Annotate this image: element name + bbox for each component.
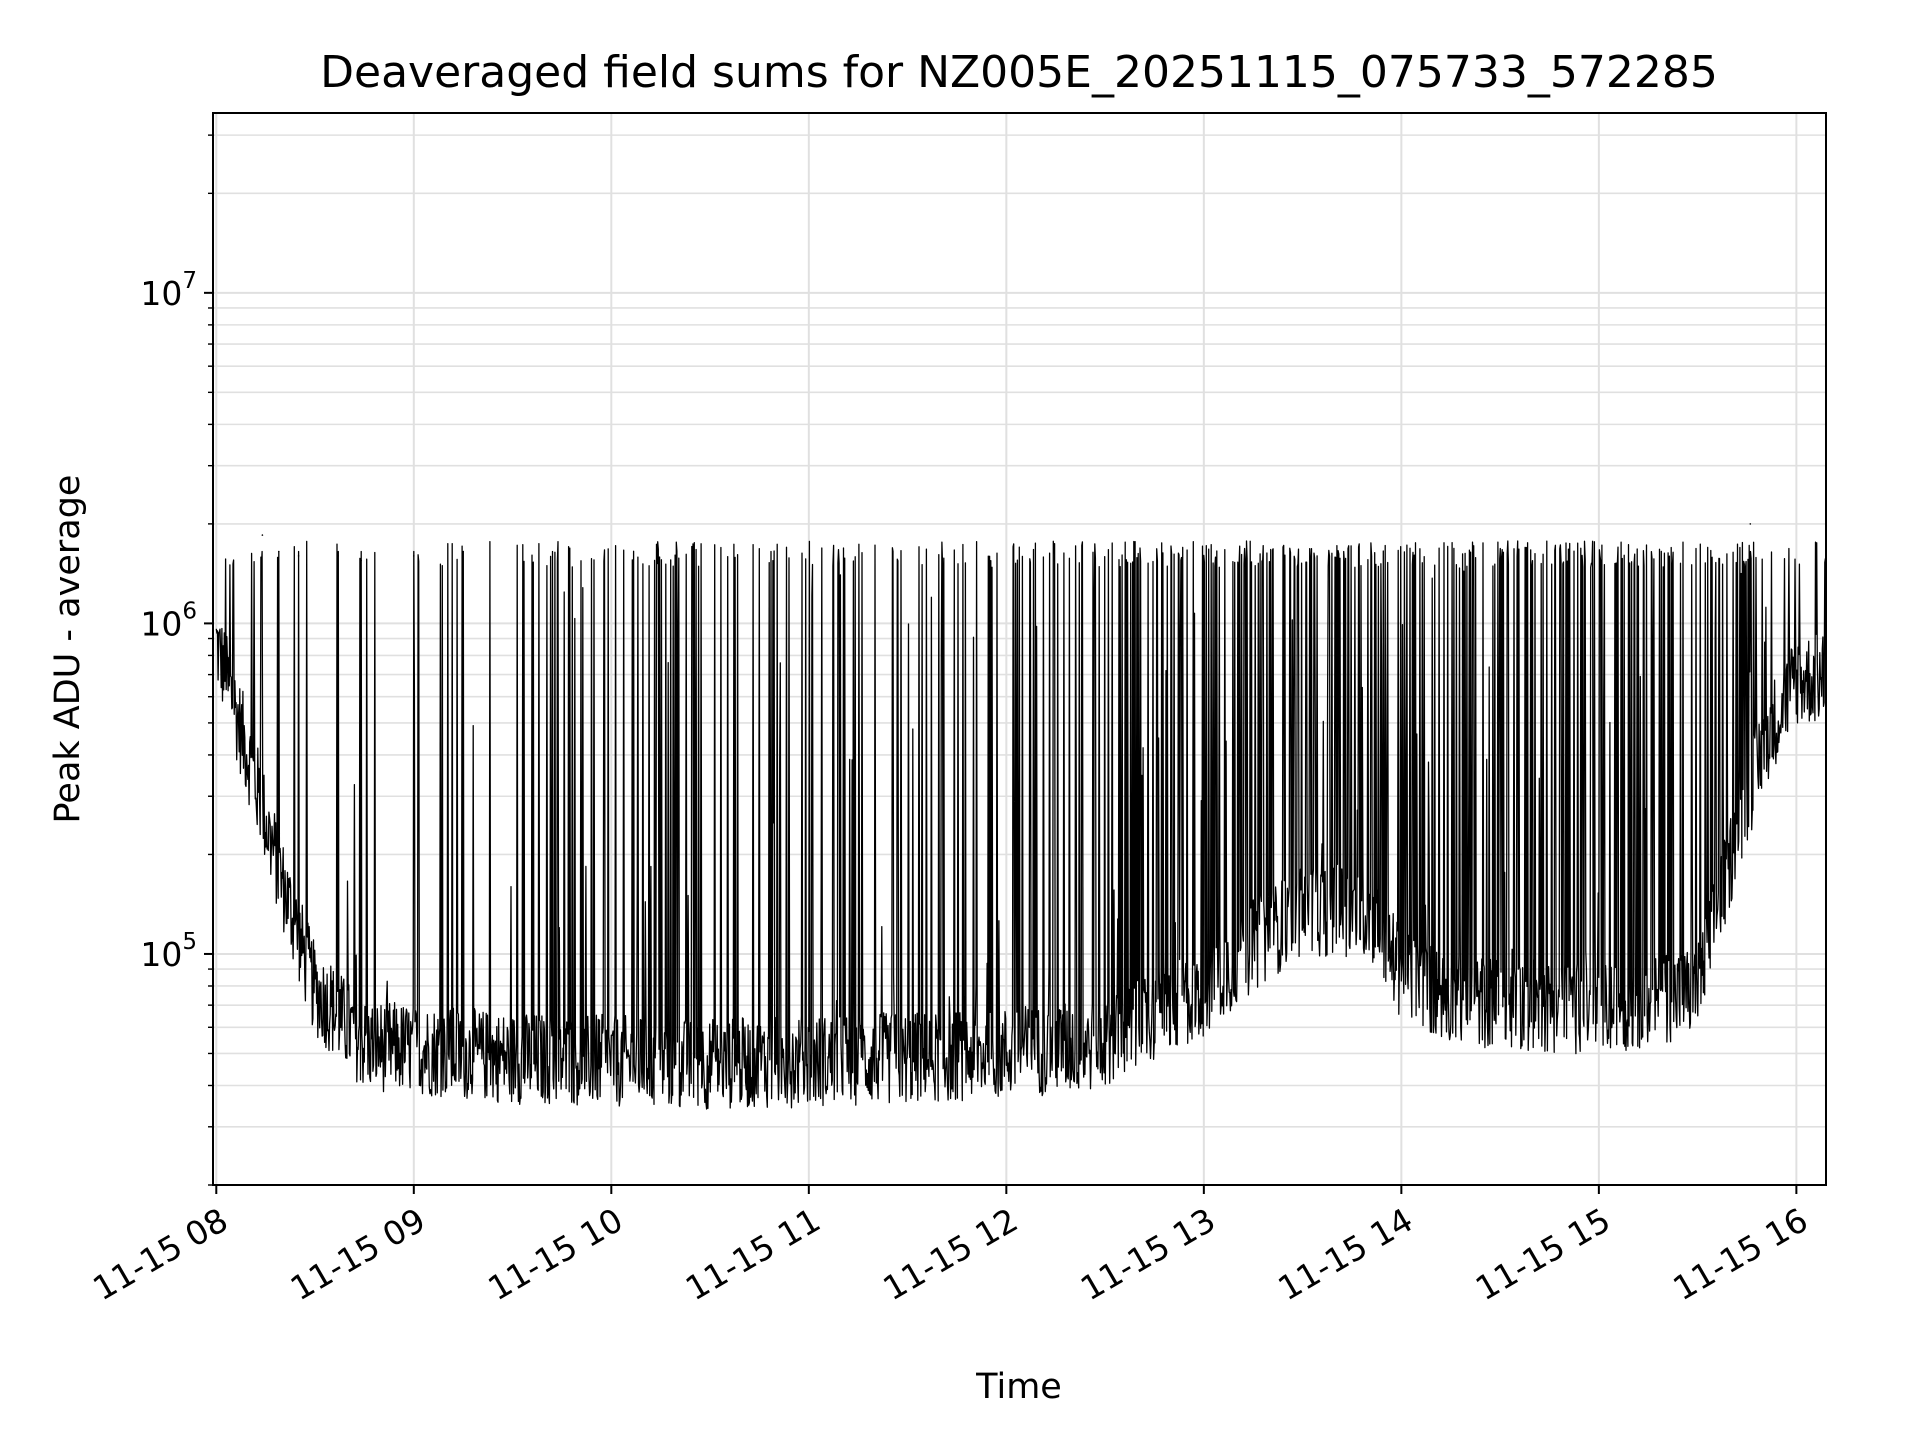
peak-point xyxy=(413,555,415,557)
series-line-path xyxy=(215,540,1827,1110)
y-tick-base: 10 xyxy=(140,274,182,313)
y-tick-exponent: 7 xyxy=(182,268,197,294)
series-line xyxy=(215,523,1827,1110)
peak-point xyxy=(462,550,464,553)
y-axis-label: Peak ADU - average xyxy=(48,475,88,824)
y-tick-label: 105 xyxy=(140,929,197,974)
peak-point xyxy=(337,555,339,557)
y-tick-label: 107 xyxy=(140,268,197,313)
y-tick-base: 10 xyxy=(140,604,182,643)
peak-point xyxy=(261,534,264,536)
x-axis-label: Time xyxy=(975,1367,1062,1407)
peak-point xyxy=(297,555,300,557)
peak-point xyxy=(278,550,280,553)
y-tick-exponent: 5 xyxy=(182,929,197,955)
y-tick-base: 10 xyxy=(140,935,182,974)
y-tick-label: 106 xyxy=(140,598,197,643)
y-tick-exponent: 6 xyxy=(182,598,197,624)
plot-frame xyxy=(212,112,1827,1186)
peak-point xyxy=(360,559,362,562)
peak-point xyxy=(1749,523,1752,525)
chart-title: Deaveraged field sums for NZ005E_2025111… xyxy=(320,47,1718,98)
